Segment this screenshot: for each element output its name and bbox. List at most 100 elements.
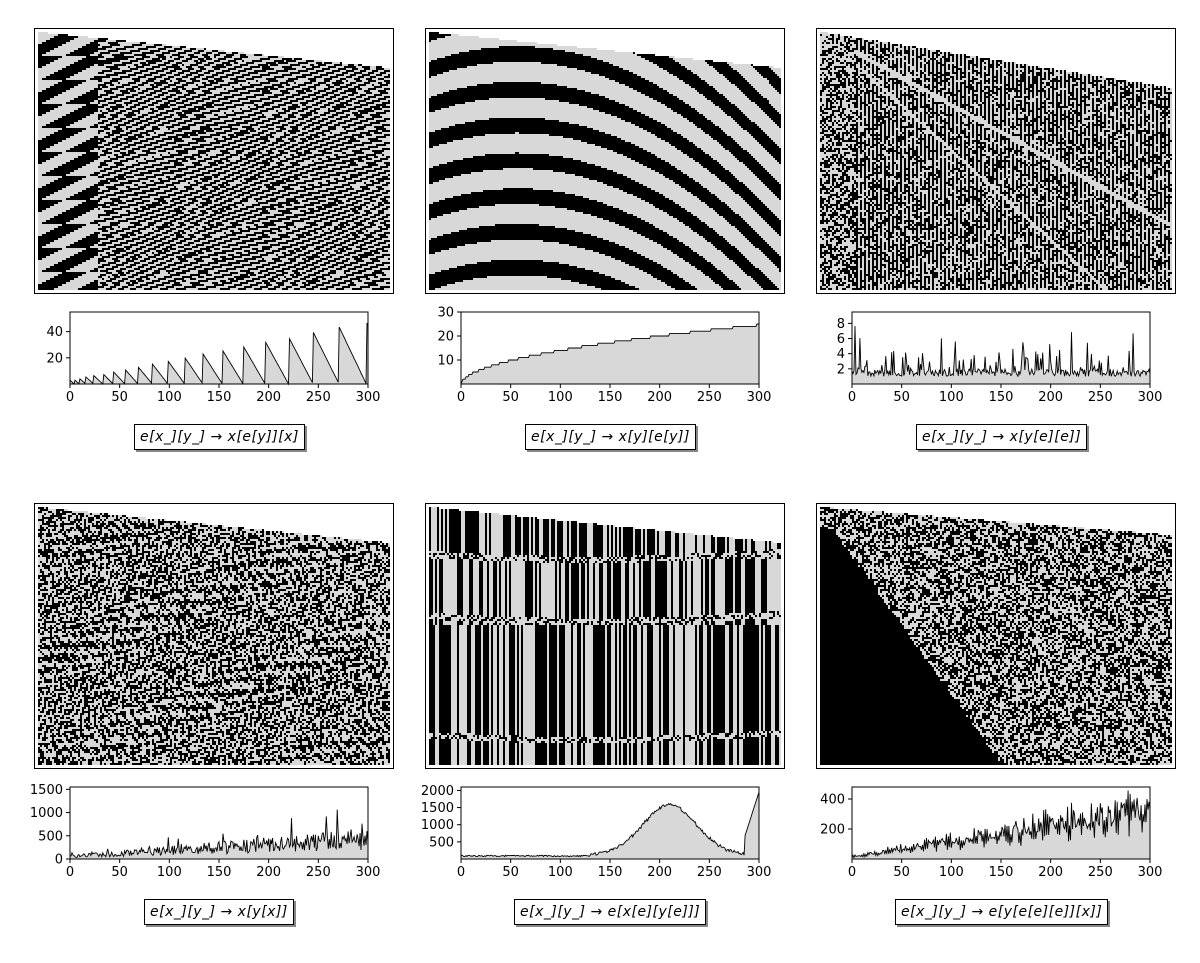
x-tick-label: 300	[356, 390, 381, 405]
x-tick-label: 250	[697, 390, 722, 405]
size-plot-svg: 0 50 100 150 200 250 300 20 40	[46, 311, 381, 405]
y-tick-label: 40	[46, 325, 63, 340]
x-tick-label: 100	[548, 865, 573, 880]
x-tick-label: 0	[66, 865, 74, 880]
y-tick-label: 200	[820, 823, 845, 838]
evolution-pattern	[38, 32, 390, 290]
x-tick-label: 100	[157, 390, 182, 405]
x-tick-label: 0	[457, 865, 465, 880]
size-plot: 0 50 100 150 200 250 300 200 400	[816, 783, 1176, 883]
y-tick-label: 1000	[421, 818, 454, 833]
y-tick-label: 8	[837, 317, 845, 332]
rule-label: e[x_][y_] → e[x[e][y[e]]]	[514, 899, 707, 925]
x-tick-label: 0	[457, 390, 465, 405]
rule-label: e[x_][y_] → x[y[x]]	[144, 899, 294, 925]
size-plot: 0 50 100 150 200 250 300 0 500 1000 1500	[30, 783, 394, 883]
x-tick-label: 150	[207, 390, 232, 405]
x-tick-label: 50	[893, 390, 910, 405]
x-tick-label: 100	[548, 390, 573, 405]
x-tick-label: 300	[747, 865, 772, 880]
x-tick-label: 250	[1088, 390, 1113, 405]
rule-label: e[x_][y_] → x[e[y]][x]	[134, 424, 305, 450]
evolution-pattern-frame	[816, 28, 1176, 294]
x-tick-label: 50	[111, 390, 128, 405]
y-tick-label: 20	[46, 351, 63, 366]
plot-area-series	[460, 791, 760, 860]
evolution-pattern-frame	[816, 503, 1176, 769]
x-tick-label: 100	[939, 390, 964, 405]
plot-area-series	[851, 790, 1151, 860]
panel-6: 0 50 100 150 200 250 300 200 400 e[x_][y_] → e[y[…	[816, 503, 1176, 963]
y-tick-label: 500	[38, 829, 63, 844]
x-tick-label: 100	[939, 865, 964, 880]
evolution-pattern-frame	[34, 503, 394, 769]
evolution-pattern	[820, 32, 1172, 290]
y-tick-label: 30	[437, 306, 454, 321]
y-tick-label: 2	[837, 362, 845, 377]
panel-5: 0 50 100 150 200 250 300 500 1000 1500 2000 e[x_][y…	[421, 503, 785, 963]
x-tick-label: 200	[256, 390, 281, 405]
x-tick-label: 200	[1038, 865, 1063, 880]
panel-4: 0 50 100 150 200 250 300 0 500 1000 1500 e[x_][y_] …	[30, 503, 394, 963]
y-tick-label: 6	[837, 332, 845, 347]
y-tick-label: 1500	[421, 801, 454, 816]
size-plot: 0 50 100 150 200 250 300 10 20 30	[425, 306, 785, 408]
plot-area-series	[851, 325, 1151, 385]
rule-label: e[x_][y_] → x[y[e][e]]	[916, 424, 1088, 450]
x-tick-label: 200	[647, 865, 672, 880]
y-tick-label: 4	[837, 347, 845, 362]
x-tick-label: 200	[256, 865, 281, 880]
size-plot-svg: 0 50 100 150 200 250 300 10 20 30	[437, 306, 772, 406]
plot-area-series	[69, 809, 369, 860]
x-tick-label: 150	[598, 865, 623, 880]
x-tick-label: 150	[598, 390, 623, 405]
x-tick-label: 50	[111, 865, 128, 880]
x-tick-label: 300	[1138, 865, 1163, 880]
x-tick-label: 250	[306, 390, 331, 405]
y-tick-label: 1500	[30, 783, 63, 798]
panel-3: 0 50 100 150 200 250 300 2 4 6 8 e[x_][y_] → x[y[e]…	[816, 28, 1176, 488]
evolution-pattern-frame	[425, 503, 785, 769]
rule-label: e[x_][y_] → e[y[e[e][e]][x]]	[895, 899, 1109, 925]
size-plot-svg: 0 50 100 150 200 250 300 0 500 1000 1500	[30, 783, 381, 880]
x-tick-label: 0	[66, 390, 74, 405]
x-tick-label: 250	[1088, 865, 1113, 880]
size-plot: 0 50 100 150 200 250 300 2 4 6 8	[816, 308, 1176, 408]
plot-area-series	[69, 322, 369, 386]
x-tick-label: 200	[1038, 390, 1063, 405]
size-plot-svg: 0 50 100 150 200 250 300 200 400	[820, 786, 1163, 880]
panel-2: 0 50 100 150 200 250 300 10 20 30 e[x_][y_] → x[y]…	[425, 28, 785, 488]
y-tick-label: 0	[55, 853, 63, 868]
y-tick-label: 20	[437, 330, 454, 345]
x-tick-label: 0	[848, 390, 856, 405]
evolution-pattern-frame	[425, 28, 785, 294]
x-tick-label: 250	[306, 865, 331, 880]
y-tick-label: 1000	[30, 806, 63, 821]
x-tick-label: 50	[502, 865, 519, 880]
size-plot: 0 50 100 150 200 250 300 500 1000 1500 2000	[421, 783, 785, 883]
x-tick-label: 300	[356, 865, 381, 880]
evolution-pattern	[429, 507, 781, 765]
y-tick-label: 10	[437, 354, 454, 369]
x-tick-label: 300	[747, 390, 772, 405]
x-tick-label: 250	[697, 865, 722, 880]
x-tick-label: 300	[1138, 390, 1163, 405]
plot-area-series	[460, 323, 760, 385]
x-tick-label: 150	[989, 865, 1014, 880]
x-tick-label: 50	[893, 865, 910, 880]
evolution-pattern	[820, 507, 1172, 765]
panel-1: 0 50 100 150 200 250 300 20 40 e[x_][y_] → x[e[y]…	[34, 28, 394, 488]
x-tick-label: 200	[647, 390, 672, 405]
size-plot-svg: 0 50 100 150 200 250 300 500 1000 1500 2000	[421, 784, 772, 880]
x-tick-label: 0	[848, 865, 856, 880]
evolution-pattern	[429, 32, 781, 290]
rule-label: e[x_][y_] → x[y][e[y]]	[525, 424, 696, 450]
y-tick-label: 500	[429, 835, 454, 850]
y-tick-label: 400	[820, 793, 845, 808]
x-tick-label: 100	[157, 865, 182, 880]
x-tick-label: 150	[207, 865, 232, 880]
evolution-pattern	[38, 507, 390, 765]
y-tick-label: 2000	[421, 784, 454, 799]
x-tick-label: 50	[502, 390, 519, 405]
